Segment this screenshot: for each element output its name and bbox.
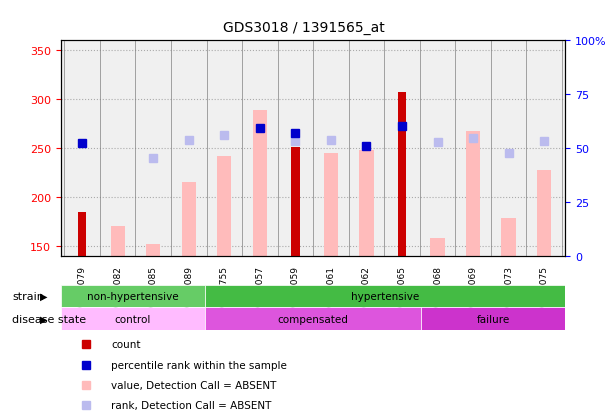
FancyBboxPatch shape [205,308,421,330]
Text: GDS3018 / 1391565_at: GDS3018 / 1391565_at [223,21,385,35]
Text: compensated: compensated [278,314,348,324]
Text: value, Detection Call = ABSENT: value, Detection Call = ABSENT [111,380,277,390]
Text: percentile rank within the sample: percentile rank within the sample [111,360,287,370]
Text: disease state: disease state [12,314,86,324]
FancyBboxPatch shape [421,308,565,330]
Text: ▶: ▶ [40,292,47,301]
Text: strain: strain [12,292,44,301]
Text: failure: failure [477,314,510,324]
Bar [466,132,480,256]
Bar [359,151,373,256]
Bar [78,212,86,256]
Text: non-hypertensive: non-hypertensive [87,291,179,301]
Bar [217,157,232,256]
FancyBboxPatch shape [61,308,205,330]
Bar [291,148,300,256]
Bar [324,154,338,256]
FancyBboxPatch shape [61,285,205,308]
Bar [398,93,406,256]
Text: rank, Detection Call = ABSENT: rank, Detection Call = ABSENT [111,400,272,410]
Bar [502,219,516,256]
Bar [430,238,444,256]
Bar [111,227,125,256]
Bar [182,183,196,256]
Text: hypertensive: hypertensive [351,291,420,301]
Text: ▶: ▶ [40,314,47,324]
Bar [537,170,551,256]
Bar [253,111,267,256]
FancyBboxPatch shape [205,285,565,308]
Text: count: count [111,339,141,349]
Bar [146,244,161,256]
Text: control: control [115,314,151,324]
